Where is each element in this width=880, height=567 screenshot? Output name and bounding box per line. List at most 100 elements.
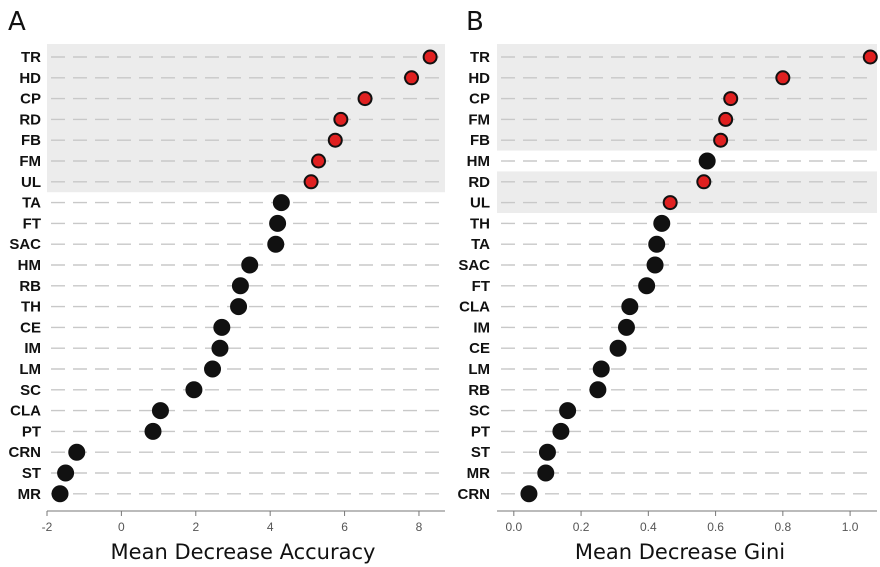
data-point	[520, 485, 538, 503]
row-label: HD	[468, 70, 490, 87]
row-label: PT	[471, 423, 490, 440]
row-label: IM	[473, 319, 490, 336]
row-label: TR	[21, 49, 41, 66]
data-point	[68, 443, 86, 461]
data-point	[638, 277, 656, 295]
row-label: SC	[20, 382, 41, 399]
x-tick-label: 0	[118, 520, 125, 534]
highlighted-data-point	[723, 91, 739, 107]
row-label: FT	[472, 278, 490, 295]
row-label: MR	[18, 486, 41, 503]
data-point	[144, 422, 162, 440]
row-label: RD	[468, 174, 490, 191]
highlighted-data-point	[775, 70, 791, 86]
data-point	[538, 443, 556, 461]
highlighted-data-point	[718, 111, 734, 127]
panel-a-label: A	[8, 7, 26, 37]
row-label: SAC	[458, 257, 490, 274]
row-label: CP	[469, 91, 490, 108]
x-tick-label: 0.2	[573, 520, 590, 534]
highlighted-data-point	[327, 132, 343, 148]
x-tick-label: 0.6	[707, 520, 724, 534]
highlight-band	[47, 44, 445, 193]
data-point	[592, 360, 610, 378]
x-tick-label: 0.8	[774, 520, 791, 534]
row-label: FB	[470, 132, 490, 149]
data-point	[213, 318, 231, 336]
panel-a-x-axis-label: Mean Decrease Accuracy	[111, 540, 376, 564]
data-point	[552, 422, 570, 440]
x-tick-label: 0.4	[640, 520, 657, 534]
row-label: CP	[20, 91, 41, 108]
highlight-band	[497, 171, 877, 213]
highlight-band	[497, 44, 877, 151]
data-point	[648, 235, 666, 253]
row-label: FM	[19, 153, 41, 170]
x-tick-label: 2	[192, 520, 199, 534]
row-label: HM	[18, 257, 41, 274]
row-label: MR	[467, 465, 490, 482]
data-point	[559, 402, 577, 420]
row-label: TA	[471, 236, 490, 253]
highlighted-data-point	[713, 132, 729, 148]
data-point	[211, 339, 229, 357]
row-label: LM	[468, 361, 490, 378]
row-label: LM	[19, 361, 41, 378]
row-label: PT	[22, 423, 41, 440]
row-label: CLA	[10, 403, 41, 420]
row-label: CE	[469, 340, 490, 357]
row-label: FB	[21, 132, 41, 149]
data-point	[537, 464, 555, 482]
x-tick-label: 1.0	[842, 520, 859, 534]
row-label: RD	[19, 111, 41, 128]
x-tick-label: -2	[42, 520, 53, 534]
highlighted-data-point	[333, 111, 349, 127]
row-label: RB	[19, 278, 41, 295]
highlighted-data-point	[422, 49, 438, 65]
data-point	[617, 318, 635, 336]
panel-b-label: B	[466, 7, 484, 37]
data-point	[269, 214, 287, 232]
row-label: SAC	[9, 236, 41, 253]
row-label: HM	[467, 153, 490, 170]
highlighted-data-point	[662, 195, 678, 211]
highlighted-data-point	[311, 153, 327, 169]
panel-b-x-axis-label: Mean Decrease Gini	[575, 540, 785, 564]
row-label: ST	[471, 444, 490, 461]
row-label: ST	[22, 465, 41, 482]
row-label: HD	[19, 70, 41, 87]
data-point	[698, 152, 716, 170]
highlighted-data-point	[696, 174, 712, 190]
row-label: CRN	[458, 486, 491, 503]
row-label: UL	[21, 174, 41, 191]
data-point	[151, 402, 169, 420]
data-point	[589, 381, 607, 399]
data-point	[230, 298, 248, 316]
row-label: TH	[470, 215, 490, 232]
x-tick-label: 4	[267, 520, 274, 534]
row-label: IM	[24, 340, 41, 357]
row-label: TH	[21, 299, 41, 316]
panel-b: B Mean Decrease Gini TR HD CP FM FB HM RD UL TH T…	[458, 7, 878, 564]
data-point	[653, 214, 671, 232]
highlighted-data-point	[357, 91, 373, 107]
row-label: UL	[470, 195, 490, 212]
data-point	[204, 360, 222, 378]
x-tick-label: 6	[341, 520, 348, 534]
x-tick-label: 0.0	[505, 520, 522, 534]
x-tick-label: 8	[416, 520, 423, 534]
highlighted-data-point	[404, 70, 420, 86]
data-point	[51, 485, 69, 503]
row-label: FT	[23, 215, 41, 232]
data-point	[272, 194, 290, 212]
data-point	[241, 256, 259, 274]
data-point	[267, 235, 285, 253]
data-point	[621, 298, 639, 316]
row-label: FM	[468, 111, 490, 128]
data-point	[231, 277, 249, 295]
row-label: CRN	[9, 444, 42, 461]
data-point	[609, 339, 627, 357]
panel-a: A Mean Decrease Accuracy TR HD CP RD FB FM UL T…	[8, 7, 445, 564]
row-label: SC	[469, 403, 490, 420]
